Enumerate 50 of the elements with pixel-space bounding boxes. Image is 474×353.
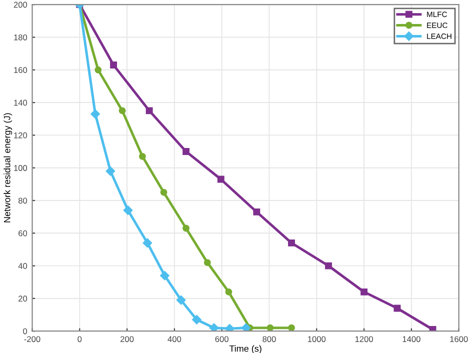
point (160, 270, 170, 280)
y-tick-label: 160 (14, 67, 28, 73)
y-tick-label: 20 (18, 296, 28, 302)
x-tick-label: 1200 (355, 336, 373, 342)
point (123, 206, 133, 215)
point (325, 262, 332, 270)
point (90, 109, 100, 119)
point (225, 288, 232, 296)
y-tick-label: 140 (14, 100, 28, 106)
point (192, 315, 202, 324)
y-tick-label: 120 (14, 132, 28, 138)
x-tick-label: 200 (120, 336, 134, 342)
y-tick-label: 0 (23, 328, 28, 334)
x-tick-label: 800 (262, 336, 276, 342)
point (288, 239, 295, 246)
y-tick-label: 100 (14, 165, 28, 171)
x-tick-label: 1400 (402, 336, 420, 342)
point (142, 238, 152, 248)
point (266, 324, 274, 332)
point (225, 324, 234, 332)
point (209, 323, 219, 332)
point (360, 288, 368, 296)
y-tick-label: 60 (18, 230, 28, 236)
point (146, 107, 153, 114)
point (253, 208, 260, 216)
x-tick-label: 400 (168, 336, 182, 342)
point (241, 323, 251, 332)
y-tick-label: 80 (18, 198, 28, 204)
point (138, 152, 146, 160)
point (176, 295, 186, 305)
point (204, 259, 211, 266)
y-tick-label: 200 (14, 2, 28, 8)
point (182, 148, 190, 155)
point (106, 166, 116, 176)
x-tick-label: -200 (24, 336, 40, 342)
x-tick-label: 600 (215, 336, 228, 342)
point (217, 176, 224, 183)
y-tick-label: 180 (14, 34, 28, 40)
point (94, 66, 102, 74)
y-tick-label: 40 (18, 263, 28, 269)
y-axis-title: Network residual energy (J) (4, 113, 12, 222)
point (160, 188, 168, 196)
point (288, 324, 295, 332)
point (394, 304, 401, 312)
point (182, 224, 190, 232)
point (110, 62, 117, 68)
x-tick-label: 1600 (450, 336, 468, 342)
point (118, 107, 126, 114)
x-tick-label: 0 (78, 336, 82, 342)
x-tick-label: 1000 (308, 336, 326, 342)
